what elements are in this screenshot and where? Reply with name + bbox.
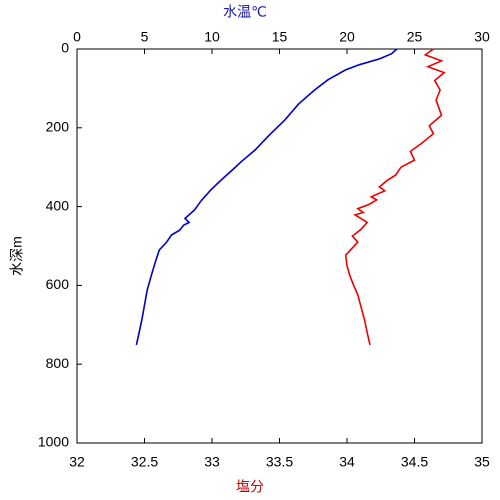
x-tick-label: 35 xyxy=(474,454,490,470)
x-tick-label: 33.5 xyxy=(266,454,293,470)
profile-line xyxy=(344,48,446,346)
x-tick-label: 32 xyxy=(69,454,85,470)
x-tick-label: 33 xyxy=(204,454,220,470)
x2-tick-label: 30 xyxy=(474,29,490,45)
x2-tick-label: 20 xyxy=(339,29,355,45)
x2-tick-label: 0 xyxy=(73,29,81,45)
y-tick-label: 200 xyxy=(46,119,70,135)
x-tick-label: 34 xyxy=(339,454,355,470)
y-tick-label: 1000 xyxy=(38,434,69,450)
x2-tick-label: 10 xyxy=(204,29,220,45)
plot-frame xyxy=(76,48,483,444)
x2-axis-title: 水温℃ xyxy=(223,4,267,20)
x-tick-label: 32.5 xyxy=(131,454,158,470)
x2-tick-label: 5 xyxy=(141,29,149,45)
y-tick-label: 0 xyxy=(61,40,69,56)
y-tick-label: 800 xyxy=(46,355,70,371)
y-tick-label: 600 xyxy=(46,276,70,292)
x-axis-title: 塩分 xyxy=(236,479,264,495)
y-tick-label: 400 xyxy=(46,197,70,213)
x-tick-label: 34.5 xyxy=(401,454,428,470)
y-axis-title: 水深m xyxy=(9,236,25,276)
x2-tick-label: 15 xyxy=(272,29,288,45)
x2-tick-label: 25 xyxy=(407,29,423,45)
profile-line xyxy=(135,48,398,346)
